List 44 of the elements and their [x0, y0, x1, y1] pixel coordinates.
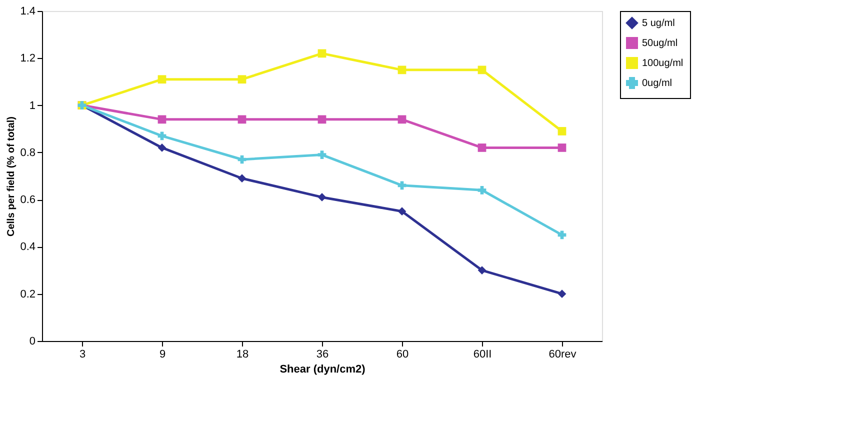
- point: [558, 127, 566, 136]
- y-tick-label: 0.8: [20, 146, 36, 159]
- y-tick-label: 1.2: [20, 52, 36, 65]
- y-tick-label: 1.4: [20, 6, 36, 18]
- point: [318, 150, 326, 159]
- point: [238, 115, 246, 124]
- y-tick-label: 1: [29, 100, 36, 112]
- point: [478, 266, 486, 274]
- y-tick-label: 0: [29, 336, 36, 348]
- point: [158, 75, 166, 84]
- y-tick-label: 0.4: [20, 241, 36, 254]
- x-tick-label: 60rev: [548, 348, 577, 360]
- point: [238, 174, 246, 183]
- point: [558, 144, 566, 152]
- legend-label: 5 ug/ml: [642, 18, 675, 29]
- point: [558, 230, 566, 240]
- point: [398, 115, 406, 124]
- point: [158, 115, 166, 124]
- legend-label: 0ug/ml: [642, 78, 672, 89]
- point: [318, 193, 326, 202]
- point: [398, 207, 406, 216]
- point: [478, 186, 486, 194]
- point: [558, 290, 566, 298]
- legend-label: 50ug/ml: [642, 38, 678, 49]
- point: [238, 75, 246, 84]
- point: [398, 66, 406, 74]
- y-tick-label: 0.2: [20, 288, 36, 300]
- point: [318, 115, 326, 124]
- x-tick-label: 60: [396, 348, 409, 360]
- y-axis-title: Cells per field (% of total): [6, 116, 18, 237]
- legend-label: 100ug/ml: [642, 58, 684, 69]
- x-tick-label: 60II: [473, 348, 492, 360]
- point: [158, 144, 166, 152]
- x-axis-title: Shear (dyn/cm2): [280, 364, 366, 376]
- point: [158, 132, 166, 140]
- point: [398, 181, 406, 190]
- point: [478, 66, 486, 74]
- x-tick-label: 9: [159, 348, 166, 360]
- y-tick-label: 0.6: [20, 194, 36, 206]
- x-tick-label: 36: [316, 348, 329, 360]
- x-tick-label: 3: [79, 348, 86, 360]
- point: [318, 49, 326, 58]
- x-tick-label: 18: [236, 348, 249, 360]
- point: [478, 144, 486, 152]
